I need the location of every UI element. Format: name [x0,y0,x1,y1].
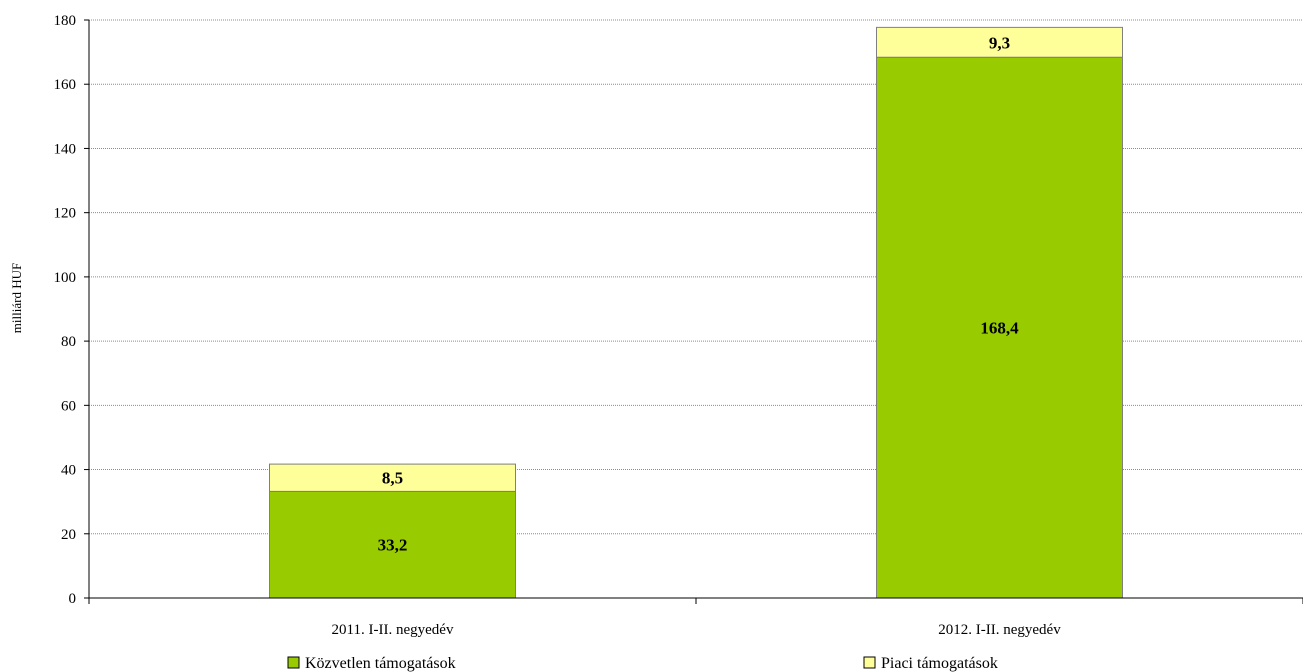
bar-kozvetlen-2 [876,56,1123,599]
legend-label-kozvetlen: Közvetlen támogatások [305,655,456,672]
bar-piaci-2 [876,26,1123,58]
y-tick-label: 60 [61,398,76,414]
y-tick-label: 120 [54,206,77,222]
bar-piaci-1 [269,463,516,492]
x-tick-label: 2012. I-II. negyedév [938,622,1061,638]
data-labels: 33,2 8,5 168,4 9,3 [378,33,1020,554]
legend: Közvetlen támogatások Piaci támogatások [287,655,998,672]
y-tick-label: 160 [54,77,77,93]
x-tick-label: 2011. I-II. negyedév [332,622,454,638]
legend-swatch-kozvetlen [287,656,300,669]
y-tick-label: 140 [54,141,77,157]
y-tick-label: 180 [54,13,77,29]
y-tick-label: 100 [54,270,77,286]
y-tick-label: 20 [61,527,76,543]
y-tick-label: 40 [61,463,76,479]
legend-label-piaci: Piaci támogatások [881,655,998,672]
bars [269,26,1123,599]
y-tick-labels: 0 20 40 60 80 100 120 140 160 180 [54,13,77,607]
data-label: 9,3 [989,33,1010,52]
y-tick-label: 0 [69,591,77,607]
data-label: 168,4 [980,319,1019,338]
x-tick-labels: 2011. I-II. negyedév 2012. I-II. negyedév [332,622,1062,638]
axes [84,19,1303,604]
y-axis-title: milliárd HUF [9,263,24,333]
y-tick-label: 80 [61,334,76,350]
data-label: 8,5 [382,469,403,488]
data-label: 33,2 [378,536,408,555]
legend-swatch-piaci [863,656,876,669]
